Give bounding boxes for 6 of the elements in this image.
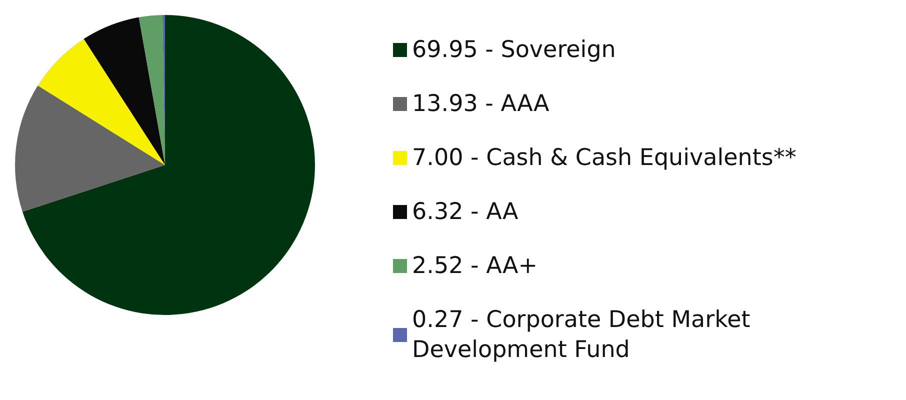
legend-label: 0.27 - Corporate Debt Market Development Fund — [412, 307, 758, 363]
legend-label: 13.93 - AAA — [412, 91, 550, 117]
legend-label: 2.52 - AA+ — [412, 253, 538, 279]
legend-label: 7.00 - Cash & Cash Equivalents** — [412, 145, 796, 171]
legend-label: 69.95 - Sovereign — [412, 37, 616, 63]
legend-label: 6.32 - AA — [412, 199, 519, 225]
